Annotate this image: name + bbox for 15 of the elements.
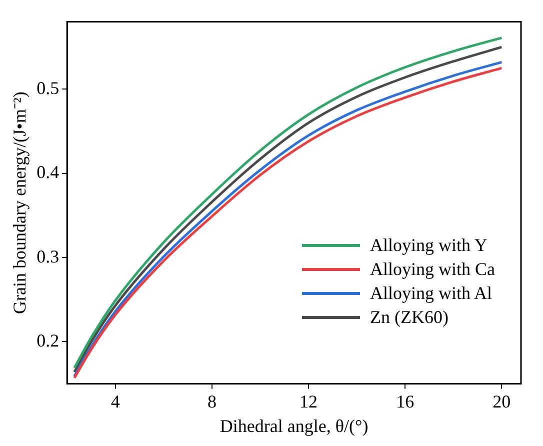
y-tick-label: 0.5	[36, 78, 60, 98]
x-tick-label: 8	[207, 391, 216, 412]
x-tick-label: 16	[396, 391, 414, 412]
legend-label: Alloying with Ca	[370, 258, 495, 281]
x-tick-label: 20	[492, 391, 511, 412]
x-tick-label: 12	[300, 391, 318, 412]
y-tick-label: 0.2	[36, 330, 60, 350]
legend-label: Alloying with Y	[370, 234, 488, 257]
legend-label: Alloying with Al	[370, 282, 492, 305]
x-axis-title: Dihedral angle, θ/(°)	[220, 416, 368, 436]
y-axis-title: Grain boundary energy/(J•m⁻²)	[10, 92, 30, 314]
legend-label: Zn (ZK60)	[370, 306, 448, 329]
x-tick-label: 4	[110, 391, 120, 412]
y-tick-label: 0.3	[36, 246, 60, 266]
y-tick-label: 0.4	[36, 162, 60, 182]
